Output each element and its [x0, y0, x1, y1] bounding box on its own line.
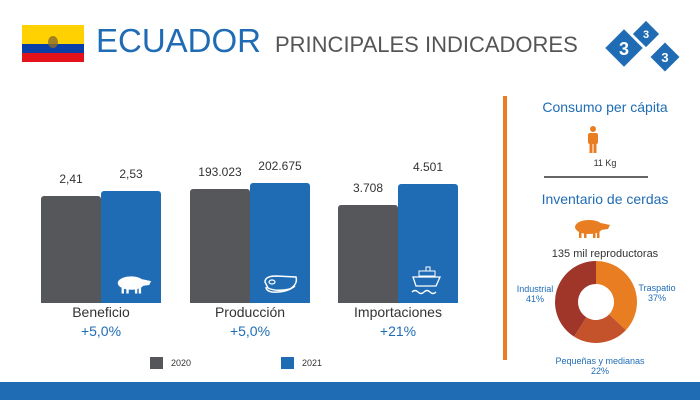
- segment-pct: 22%: [590, 366, 609, 376]
- consumo-title: Consumo per cápita: [542, 99, 668, 115]
- data-label: 2,53: [119, 167, 143, 181]
- bar-2020-1: [190, 188, 250, 303]
- segment-pct: 37%: [647, 293, 666, 303]
- category-label: Importaciones: [354, 304, 442, 320]
- person-icon: [588, 126, 598, 153]
- pig-icon: [113, 274, 153, 299]
- segment-label: Pequeñas y medianas: [555, 356, 645, 366]
- donut-chart: [555, 261, 637, 343]
- label-industrial: Industrial 41%: [512, 284, 558, 304]
- segment-pct: 41%: [525, 294, 544, 304]
- change-label: +21%: [379, 323, 417, 339]
- legend-swatch: [150, 357, 163, 369]
- legend-2021: 2021: [281, 357, 322, 369]
- segment-label: Industrial: [516, 284, 554, 294]
- bar-2021-1: [250, 183, 310, 303]
- legend-2020: 2020: [150, 357, 191, 369]
- svg-text:3: 3: [661, 50, 668, 65]
- donut-segment: [596, 261, 637, 331]
- inventario-title: Inventario de cerdas: [541, 191, 669, 207]
- label-pequenas: Pequeñas y medianas 22%: [540, 356, 660, 376]
- data-label: 202.675: [258, 159, 302, 173]
- svg-text:3: 3: [643, 29, 649, 41]
- donut-segment: [555, 261, 596, 337]
- legend-label: 2020: [171, 358, 192, 368]
- bar-2020-0: [41, 196, 101, 303]
- legend-swatch: [281, 357, 294, 369]
- change-label: +5,0%: [80, 323, 122, 339]
- data-label: 193.023: [198, 164, 242, 179]
- label-traspatio: Traspatio 37%: [632, 283, 682, 303]
- separator: [544, 176, 648, 178]
- inventario-value: 135 mil reproductoras: [551, 248, 659, 260]
- data-label: 4.501: [412, 160, 444, 174]
- data-label: 3.708: [352, 180, 384, 195]
- bar-2020-2: [338, 204, 398, 303]
- consumo-value: 11 Kg: [593, 158, 617, 168]
- legend-label: 2021: [302, 358, 323, 368]
- change-label: +5,0%: [229, 323, 271, 339]
- pig-icon: [575, 220, 610, 238]
- svg-text:3: 3: [619, 39, 629, 59]
- category-label: Producción: [214, 304, 286, 320]
- data-label: 2,41: [59, 172, 83, 187]
- page-subtitle: PRINCIPALES INDICADORES: [275, 32, 578, 57]
- country-title: ECUADOR: [96, 22, 262, 59]
- donut-segment: [574, 314, 626, 343]
- logo-333-icon: 333: [604, 20, 682, 74]
- category-label: Beneficio: [72, 304, 130, 320]
- divider-line: [503, 96, 507, 360]
- ship-icon: [410, 266, 442, 301]
- bar-2021-2: [398, 184, 458, 303]
- meat-icon: [262, 274, 300, 299]
- footer-bar: [0, 382, 700, 400]
- segment-label: Traspatio: [638, 283, 676, 293]
- ecuador-flag: [22, 25, 84, 62]
